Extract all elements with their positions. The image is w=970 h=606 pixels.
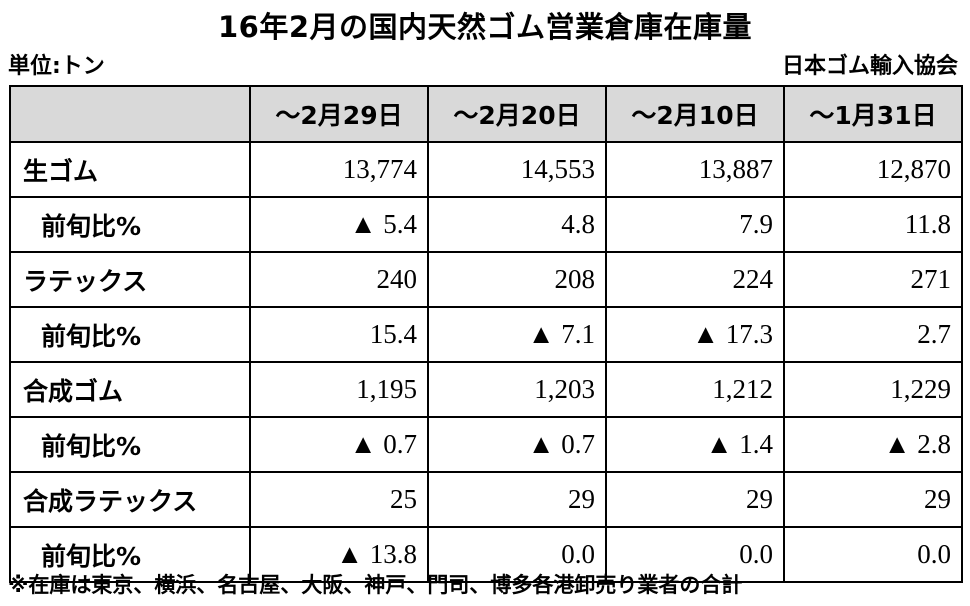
table-row: 合成ラテックス 25 29 29 29 <box>9 471 963 528</box>
row-label: 生ゴム <box>9 141 251 198</box>
column-header: ～1月31日 <box>783 85 963 143</box>
table-header-row: ～2月29日 ～2月20日 ～2月10日 ～1月31日 <box>9 85 963 143</box>
table-row: 合成ゴム 1,195 1,203 1,212 1,229 <box>9 361 963 418</box>
table-cell: 0.0 <box>427 526 607 583</box>
column-header: ～2月20日 <box>427 85 607 143</box>
row-label: 前旬比% <box>9 416 251 473</box>
row-label: 前旬比% <box>9 526 251 583</box>
row-label: ラテックス <box>9 251 251 308</box>
table-cell: 7.9 <box>605 196 785 253</box>
header-blank-cell <box>9 85 251 143</box>
table-cell: 11.8 <box>783 196 963 253</box>
table-row: ラテックス 240 208 224 271 <box>9 251 963 308</box>
row-label: 合成ゴム <box>9 361 251 418</box>
unit-label: 単位:トン <box>8 54 105 79</box>
table-cell: 0.0 <box>605 526 785 583</box>
table-cell: 14,553 <box>427 141 607 198</box>
table-cell: 271 <box>783 251 963 308</box>
table-cell: ▲ 1.4 <box>605 416 785 473</box>
table-row: 前旬比% ▲ 13.8 0.0 0.0 0.0 <box>9 526 963 583</box>
table-row: 前旬比% ▲ 0.7 ▲ 0.7 ▲ 1.4 ▲ 2.8 <box>9 416 963 473</box>
table-cell: 2.7 <box>783 306 963 363</box>
table-cell: 1,195 <box>249 361 429 418</box>
table-cell: 1,203 <box>427 361 607 418</box>
table-cell: ▲ 13.8 <box>249 526 429 583</box>
table-cell: 13,887 <box>605 141 785 198</box>
table-cell: 208 <box>427 251 607 308</box>
table-cell: ▲ 7.1 <box>427 306 607 363</box>
column-header: ～2月10日 <box>605 85 785 143</box>
table-row: 前旬比% 15.4 ▲ 7.1 ▲ 17.3 2.7 <box>9 306 963 363</box>
table-cell: 224 <box>605 251 785 308</box>
table-cell: 15.4 <box>249 306 429 363</box>
inventory-table: ～2月29日 ～2月20日 ～2月10日 ～1月31日 生ゴム 13,774 1… <box>9 85 963 583</box>
row-label: 合成ラテックス <box>9 471 251 528</box>
table-cell: 25 <box>249 471 429 528</box>
table-row: 前旬比% ▲ 5.4 4.8 7.9 11.8 <box>9 196 963 253</box>
table-cell: 13,774 <box>249 141 429 198</box>
table-row: 生ゴム 13,774 14,553 13,887 12,870 <box>9 141 963 198</box>
table-cell: ▲ 17.3 <box>605 306 785 363</box>
table-cell: ▲ 0.7 <box>427 416 607 473</box>
table-cell: 12,870 <box>783 141 963 198</box>
footnote: ※在庫は東京、横浜、名古屋、大阪、神戸、門司、博多各港卸売り業者の合計 <box>8 573 743 597</box>
table-cell: 1,229 <box>783 361 963 418</box>
column-header: ～2月29日 <box>249 85 429 143</box>
table-cell: 4.8 <box>427 196 607 253</box>
page-title: 16年2月の国内天然ゴム営業倉庫在庫量 <box>217 10 753 44</box>
table-cell: 29 <box>427 471 607 528</box>
table-cell: 1,212 <box>605 361 785 418</box>
source-label: 日本ゴム輸入協会 <box>781 54 958 79</box>
table-cell: ▲ 2.8 <box>783 416 963 473</box>
table-cell: ▲ 5.4 <box>249 196 429 253</box>
table-cell: 29 <box>605 471 785 528</box>
table-cell: 0.0 <box>783 526 963 583</box>
table-cell: 240 <box>249 251 429 308</box>
row-label: 前旬比% <box>9 306 251 363</box>
table-cell: 29 <box>783 471 963 528</box>
row-label: 前旬比% <box>9 196 251 253</box>
table-cell: ▲ 0.7 <box>249 416 429 473</box>
